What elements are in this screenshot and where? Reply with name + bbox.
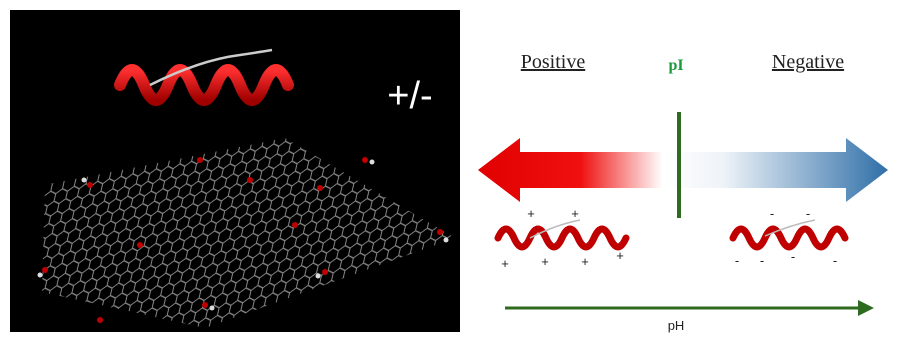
- negative-charge: -: [806, 206, 810, 221]
- positive-charge: +: [501, 256, 509, 271]
- positive-charge: +: [527, 206, 535, 221]
- positive-charge: +: [581, 254, 589, 269]
- figure: +/- Positive pI Negative + + + + + + - - - - - - pH: [0, 0, 899, 338]
- positive-charge: +: [616, 248, 624, 263]
- pi-label: pI: [668, 57, 683, 74]
- negative-charge: -: [770, 206, 774, 221]
- negative-charge: -: [833, 253, 837, 268]
- page: +/- Positive pI Negative + + + + + + - - - - - - pH…: [0, 0, 899, 338]
- positive-charge: +: [571, 206, 579, 221]
- positive-charge: +: [541, 254, 549, 269]
- negative-charge: -: [791, 249, 795, 264]
- ph-label: pH: [668, 318, 685, 333]
- negative-charge: -: [760, 253, 764, 268]
- negative-charge: -: [735, 253, 739, 268]
- negative-label: Negative: [772, 51, 844, 73]
- charge-label: +/-: [387, 75, 432, 117]
- positive-label: Positive: [521, 51, 586, 73]
